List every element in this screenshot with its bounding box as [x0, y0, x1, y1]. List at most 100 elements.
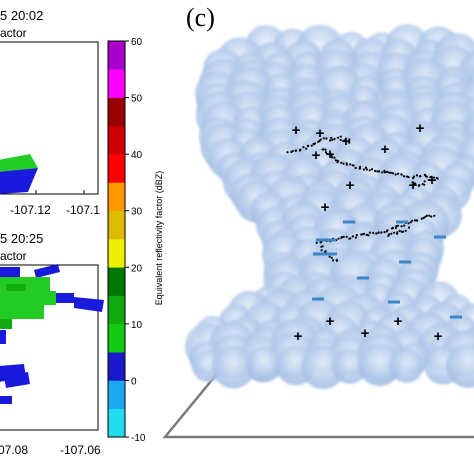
lightning-point: [430, 175, 433, 178]
lightning-point: [328, 255, 331, 258]
lightning-point: [291, 149, 294, 153]
cloud-puff: [246, 346, 283, 383]
lightning-point: [331, 156, 334, 159]
lightning-point: [377, 231, 380, 234]
lightning-point: [324, 151, 327, 154]
lightning-point: [404, 229, 407, 232]
colorbar-block: [108, 154, 125, 183]
positive-charge-marker: +: [321, 199, 330, 216]
negative-charge-marker: [325, 252, 337, 256]
cloud-puff: [446, 343, 474, 388]
lightning-point: [407, 176, 410, 179]
echo-cell: [34, 264, 60, 278]
lightning-point: [415, 174, 418, 177]
positive-charge-marker: +: [316, 125, 325, 142]
colorbar-block: [108, 97, 125, 127]
lightning-point: [373, 169, 377, 173]
lightning-point: [349, 237, 352, 240]
colorbar-tick-label: 30: [131, 207, 143, 218]
lightning-point: [376, 170, 379, 173]
lightning-point: [387, 233, 391, 236]
lightning-point: [305, 147, 308, 150]
lightning-point: [424, 215, 427, 218]
negative-charge-marker: [316, 238, 328, 242]
lightning-point: [286, 151, 289, 154]
lightning-point: [436, 177, 439, 180]
colorbar-block: [108, 267, 125, 296]
lightning-point: [321, 245, 324, 248]
lightning-point: [340, 161, 343, 164]
echo-cell: [74, 297, 104, 312]
echo-cell: [0, 396, 12, 404]
colorbar-block: [108, 239, 125, 268]
lightning-point: [352, 164, 355, 167]
colorbar-blocks: [108, 41, 125, 438]
positive-charge-marker: +: [312, 147, 321, 164]
panel-top-field-label: actor: [0, 26, 27, 40]
lightning-point: [423, 183, 426, 186]
lightning-point: [321, 148, 324, 151]
lightning-point: [398, 229, 401, 232]
lightning-point: [368, 231, 371, 234]
positive-charge-marker: +: [326, 313, 335, 330]
lightning-point: [351, 235, 354, 238]
lightning-point: [425, 214, 428, 217]
echo-cell: [6, 284, 26, 292]
lightning-point: [391, 172, 395, 175]
lightning-point: [396, 224, 400, 227]
lightning-point: [391, 226, 394, 229]
lightning-point: [403, 224, 406, 227]
lightning-point: [380, 231, 383, 234]
lightning-point: [315, 241, 318, 244]
negative-charge-marker: [313, 252, 325, 256]
lightning-point: [413, 219, 417, 222]
negative-charge-marker: [434, 235, 446, 239]
lightning-point: [332, 259, 335, 262]
negative-charge-marker: [388, 300, 400, 304]
positive-charge-marker: +: [346, 177, 355, 194]
lightning-point: [324, 148, 327, 151]
lightning-point: [325, 137, 328, 140]
negative-charge-marker: [450, 315, 462, 319]
lightning-point: [385, 170, 389, 173]
negative-charge-marker: [324, 238, 336, 242]
lightning-point: [395, 224, 398, 228]
colorbar-block: [108, 210, 125, 240]
lightning-point: [333, 156, 336, 159]
lightning-point: [322, 137, 325, 140]
cloud-puff: [358, 343, 401, 387]
echo-cell: [0, 267, 20, 277]
lightning-point: [349, 163, 352, 166]
lightning-point: [339, 135, 342, 138]
colorbar-tick-label: -10: [131, 433, 146, 444]
lightning-point: [330, 136, 333, 140]
lightning-point: [427, 178, 430, 182]
panel-c-label: (c): [186, 3, 215, 32]
lightning-point: [359, 165, 362, 169]
colorbar-block: [108, 182, 125, 212]
lightning-point: [423, 180, 426, 183]
cloud-puff: [332, 348, 368, 384]
lightning-point: [425, 175, 428, 178]
lightning-point: [386, 229, 389, 232]
panel-bottom-tick-label: 07.08: [0, 443, 28, 457]
lightning-point: [354, 166, 357, 170]
lightning-channel: [286, 135, 439, 262]
lightning-point: [432, 176, 436, 179]
lightning-point: [345, 162, 348, 165]
lightning-point: [388, 171, 391, 174]
lightning-point: [412, 175, 416, 178]
positive-charge-marker: +: [361, 325, 370, 342]
lightning-point: [413, 182, 416, 185]
lightning-point: [330, 256, 333, 259]
lightning-point: [345, 140, 348, 143]
panel-top: 5 20:02 actor -107.12 -107.1: [0, 8, 100, 217]
lightning-point: [383, 171, 387, 174]
positive-charge-marker: +: [292, 122, 301, 139]
lightning-point: [400, 173, 403, 176]
lightning-point: [418, 184, 421, 187]
cloud-puff: [301, 345, 345, 390]
storm-cloud: [185, 24, 474, 390]
lightning-point: [430, 215, 433, 218]
panel-top-echo-blue: [0, 168, 38, 194]
